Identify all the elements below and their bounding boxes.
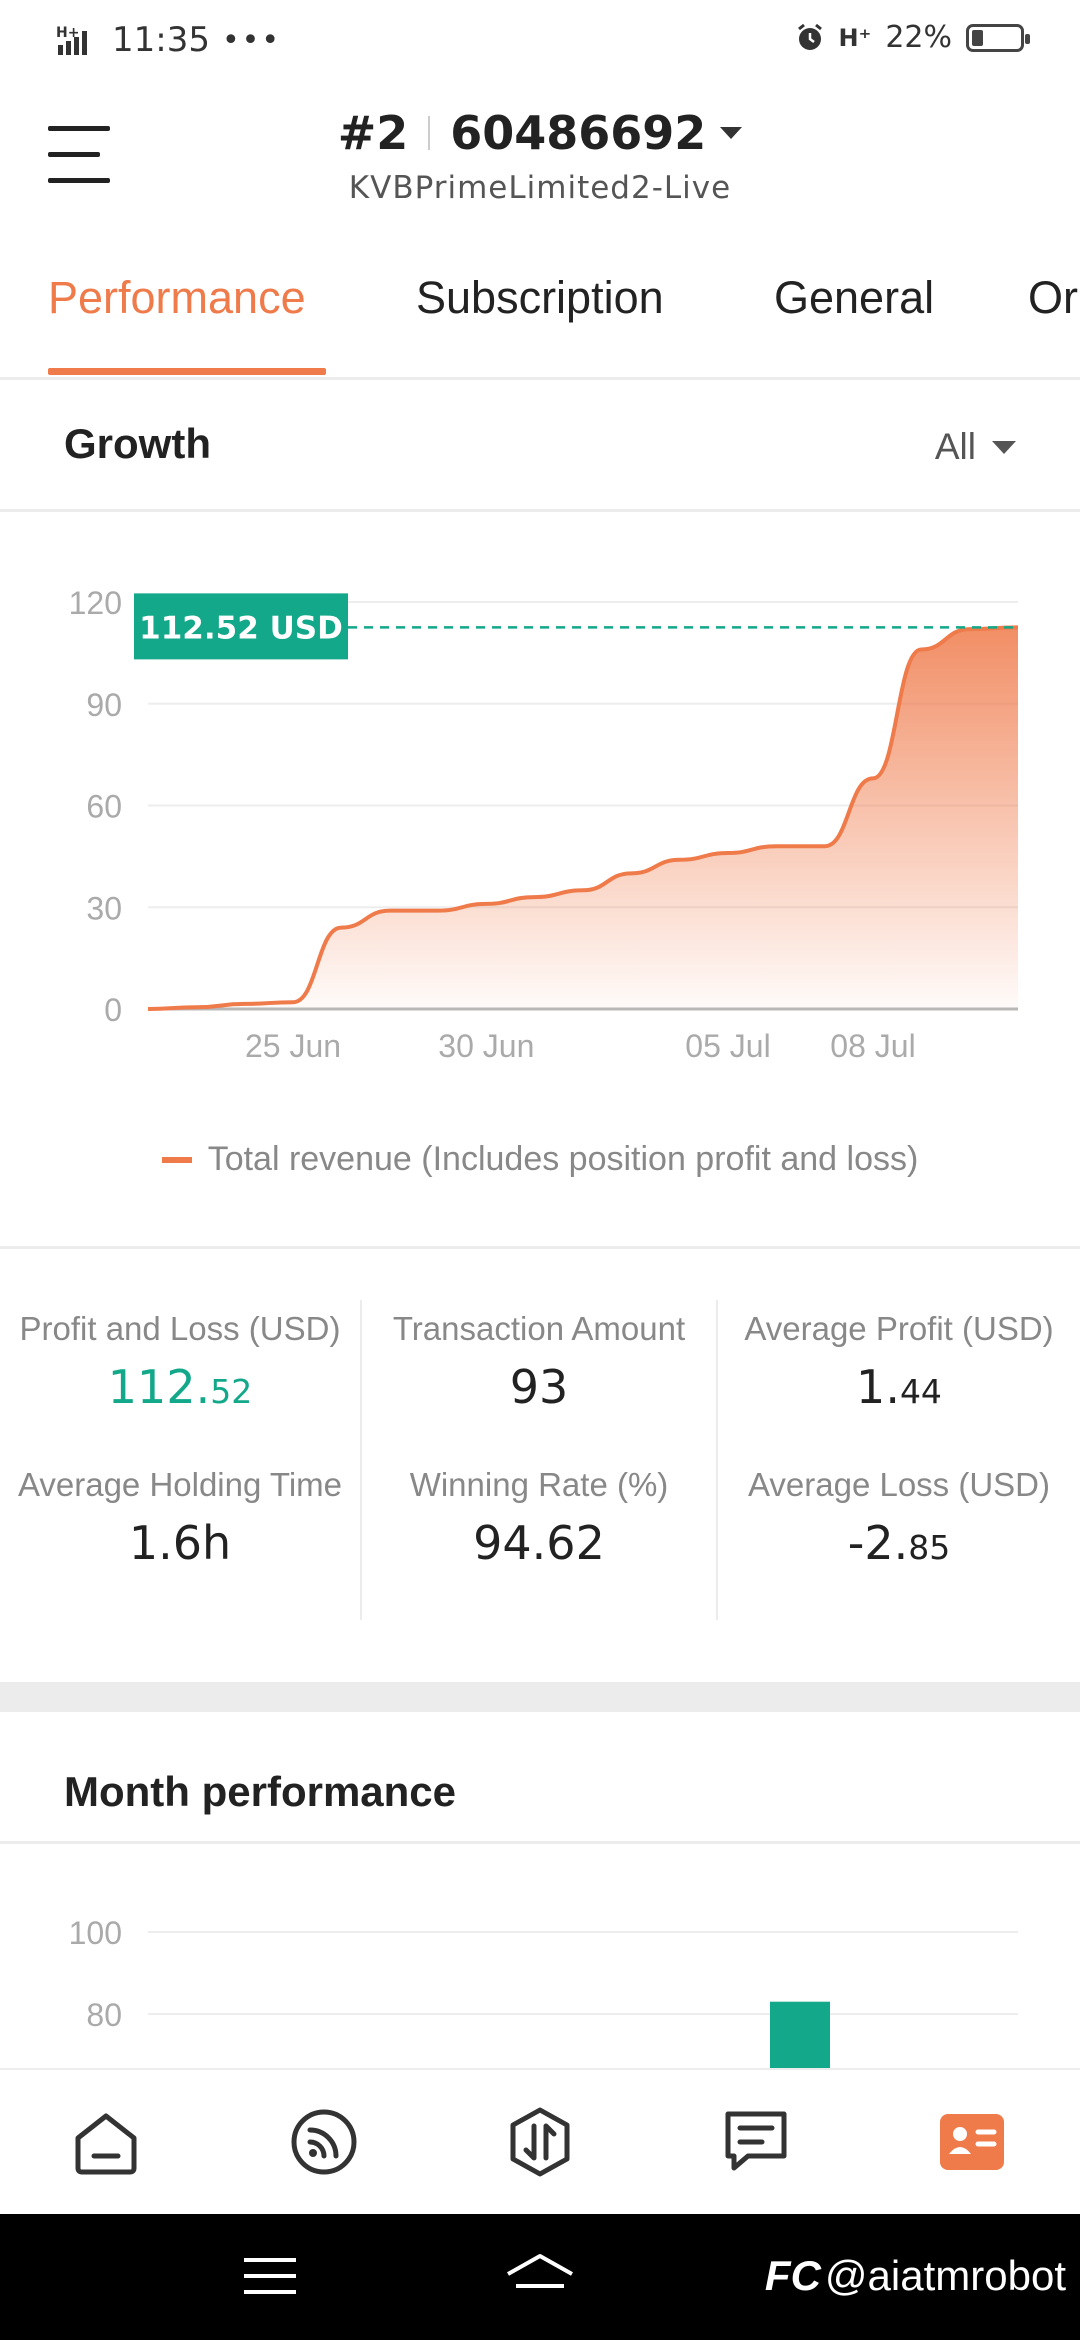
stat-value: 94.62 xyxy=(473,1516,605,1570)
account-index: #2 xyxy=(337,106,409,160)
y-tick-label: 60 xyxy=(86,789,122,825)
series-area xyxy=(148,627,1018,1009)
stat-label: Profit and Loss (USD) xyxy=(19,1310,341,1347)
x-tick-label: 05 Jul xyxy=(685,1028,770,1064)
stat-avg-loss: Average Loss (USD) -2.85 xyxy=(718,1466,1080,1570)
stat-profit-loss: Profit and Loss (USD) 112.52 xyxy=(0,1310,360,1414)
tab-bar: Performance Subscription General Or xyxy=(0,228,1080,380)
stat-label: Average Holding Time xyxy=(17,1466,343,1503)
y-tick-label: 80 xyxy=(86,1997,122,2033)
growth-chart: 0 30 60 90 120 25 Jun 30 Jun 05 Jul 08 Jul 112.52… xyxy=(0,512,1080,1252)
account-selector[interactable]: #2 60486692 KVBPrimeLimited2-Live xyxy=(0,106,1080,206)
profile-card-icon[interactable] xyxy=(936,2106,1008,2178)
signal-icon: H+ xyxy=(56,25,87,55)
status-more-dots: ••• xyxy=(221,22,282,58)
stats-grid: Profit and Loss (USD) 112.52 Average Hol… xyxy=(0,1300,1080,1620)
watermark-text: @aiatmrobot xyxy=(824,2252,1066,2299)
legend-label: Total revenue (Includes position profit … xyxy=(207,1140,919,1178)
app-header: #2 60486692 KVBPrimeLimited2-Live xyxy=(0,86,1080,226)
month-performance-chart: 100 80 xyxy=(0,1850,1080,2070)
y-tick-label: 120 xyxy=(69,585,122,621)
tab-performance[interactable]: Performance xyxy=(48,272,306,323)
month-performance-title: Month performance xyxy=(64,1768,457,1815)
account-separator xyxy=(428,116,431,150)
menu-icon[interactable] xyxy=(48,126,110,184)
stat-transaction-amount: Transaction Amount 93 xyxy=(362,1310,716,1414)
stat-label: Average Loss (USD) xyxy=(747,1466,1050,1503)
watermark-logo-icon: FC xyxy=(764,2252,821,2299)
stat-label: Winning Rate (%) xyxy=(409,1466,669,1503)
x-tick-label: 25 Jun xyxy=(245,1028,341,1064)
chevron-down-icon xyxy=(720,127,743,139)
current-value-label: 112.52 USD xyxy=(139,610,343,646)
stat-label: Average Profit (USD) xyxy=(744,1310,1054,1347)
system-home-icon[interactable] xyxy=(504,2252,576,2300)
alarm-icon xyxy=(797,23,822,50)
legend-swatch xyxy=(161,1156,192,1163)
divider xyxy=(0,1246,1080,1249)
stat-winning-rate: Winning Rate (%) 94.62 xyxy=(362,1466,716,1570)
tab-subscription[interactable]: Subscription xyxy=(416,272,664,323)
x-tick-label: 30 Jun xyxy=(438,1028,534,1064)
tab-general[interactable]: General xyxy=(774,272,935,323)
messages-icon[interactable] xyxy=(720,2106,792,2178)
y-tick-label: 90 xyxy=(86,687,122,723)
stat-avg-holding-time: Average Holding Time 1.6h xyxy=(0,1466,360,1570)
month-chart-svg: 100 80 xyxy=(69,1915,1018,2070)
home-icon[interactable] xyxy=(70,2106,142,2178)
growth-range-select[interactable]: All xyxy=(935,426,1016,468)
stat-value: 93 xyxy=(509,1360,569,1414)
status-time: 11:35 xyxy=(112,20,210,60)
battery-icon xyxy=(966,23,1030,52)
account-number: 60486692 xyxy=(450,106,707,160)
account-server: KVBPrimeLimited2-Live xyxy=(348,170,732,206)
growth-range-label: All xyxy=(934,426,976,467)
network-type-icon: H⁺ xyxy=(838,23,872,52)
month-bar xyxy=(770,2001,830,2070)
chart-legend: Total revenue (Includes position profit … xyxy=(0,1140,1080,1179)
stat-value: 1.6h xyxy=(128,1516,232,1570)
series-line xyxy=(147,625,1019,1011)
active-tab-indicator xyxy=(48,368,326,375)
x-tick-label: 08 Jul xyxy=(830,1028,915,1064)
current-value-badge xyxy=(134,593,348,660)
bottom-nav xyxy=(0,2068,1080,2214)
y-tick-label: 30 xyxy=(86,890,122,926)
system-nav-bar: FC @aiatmrobot xyxy=(0,2214,1080,2340)
status-bar: H+ 11:35 ••• H⁺ 22% xyxy=(0,0,1080,86)
stat-value: 1.44 xyxy=(856,1360,942,1414)
signal-feed-icon[interactable] xyxy=(288,2106,360,2178)
month-performance-header: Month performance xyxy=(0,1712,1080,1844)
stat-value: 112.52 xyxy=(107,1360,253,1414)
growth-title: Growth xyxy=(64,420,211,467)
recent-apps-icon[interactable] xyxy=(242,2252,298,2300)
growth-chart-svg: 0 30 60 90 120 25 Jun 30 Jun 05 Jul 08 Jul 112.52… xyxy=(69,585,1019,1064)
chevron-down-icon xyxy=(992,440,1016,454)
stat-value: -2.85 xyxy=(847,1516,951,1570)
battery-percent: 22% xyxy=(885,20,952,55)
tab-orders[interactable]: Or xyxy=(1028,272,1078,323)
y-tick-label: 100 xyxy=(69,1915,122,1951)
stat-avg-profit: Average Profit (USD) 1.44 xyxy=(718,1310,1080,1414)
growth-header: Growth All xyxy=(0,382,1080,512)
section-separator xyxy=(0,1682,1080,1712)
y-tick-label: 0 xyxy=(104,992,122,1028)
stat-label: Transaction Amount xyxy=(392,1310,686,1347)
watermark: FC @aiatmrobot xyxy=(765,2252,1066,2300)
svg-text:H+: H+ xyxy=(56,25,79,41)
trade-icon[interactable] xyxy=(504,2106,576,2178)
